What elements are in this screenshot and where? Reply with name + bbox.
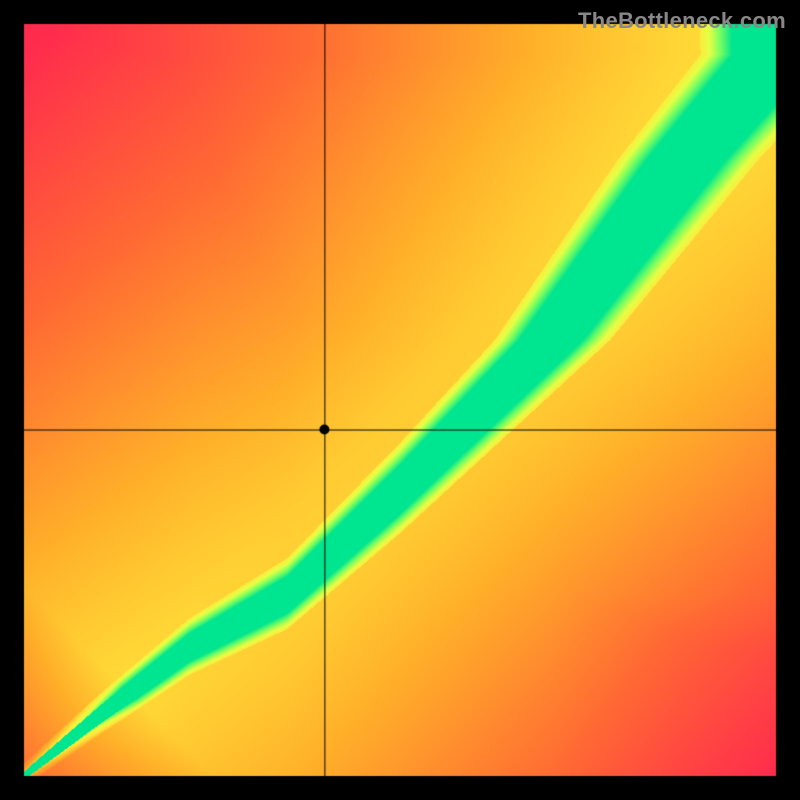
- watermark-text: TheBottleneck.com: [578, 8, 786, 34]
- bottleneck-heatmap: [0, 0, 800, 800]
